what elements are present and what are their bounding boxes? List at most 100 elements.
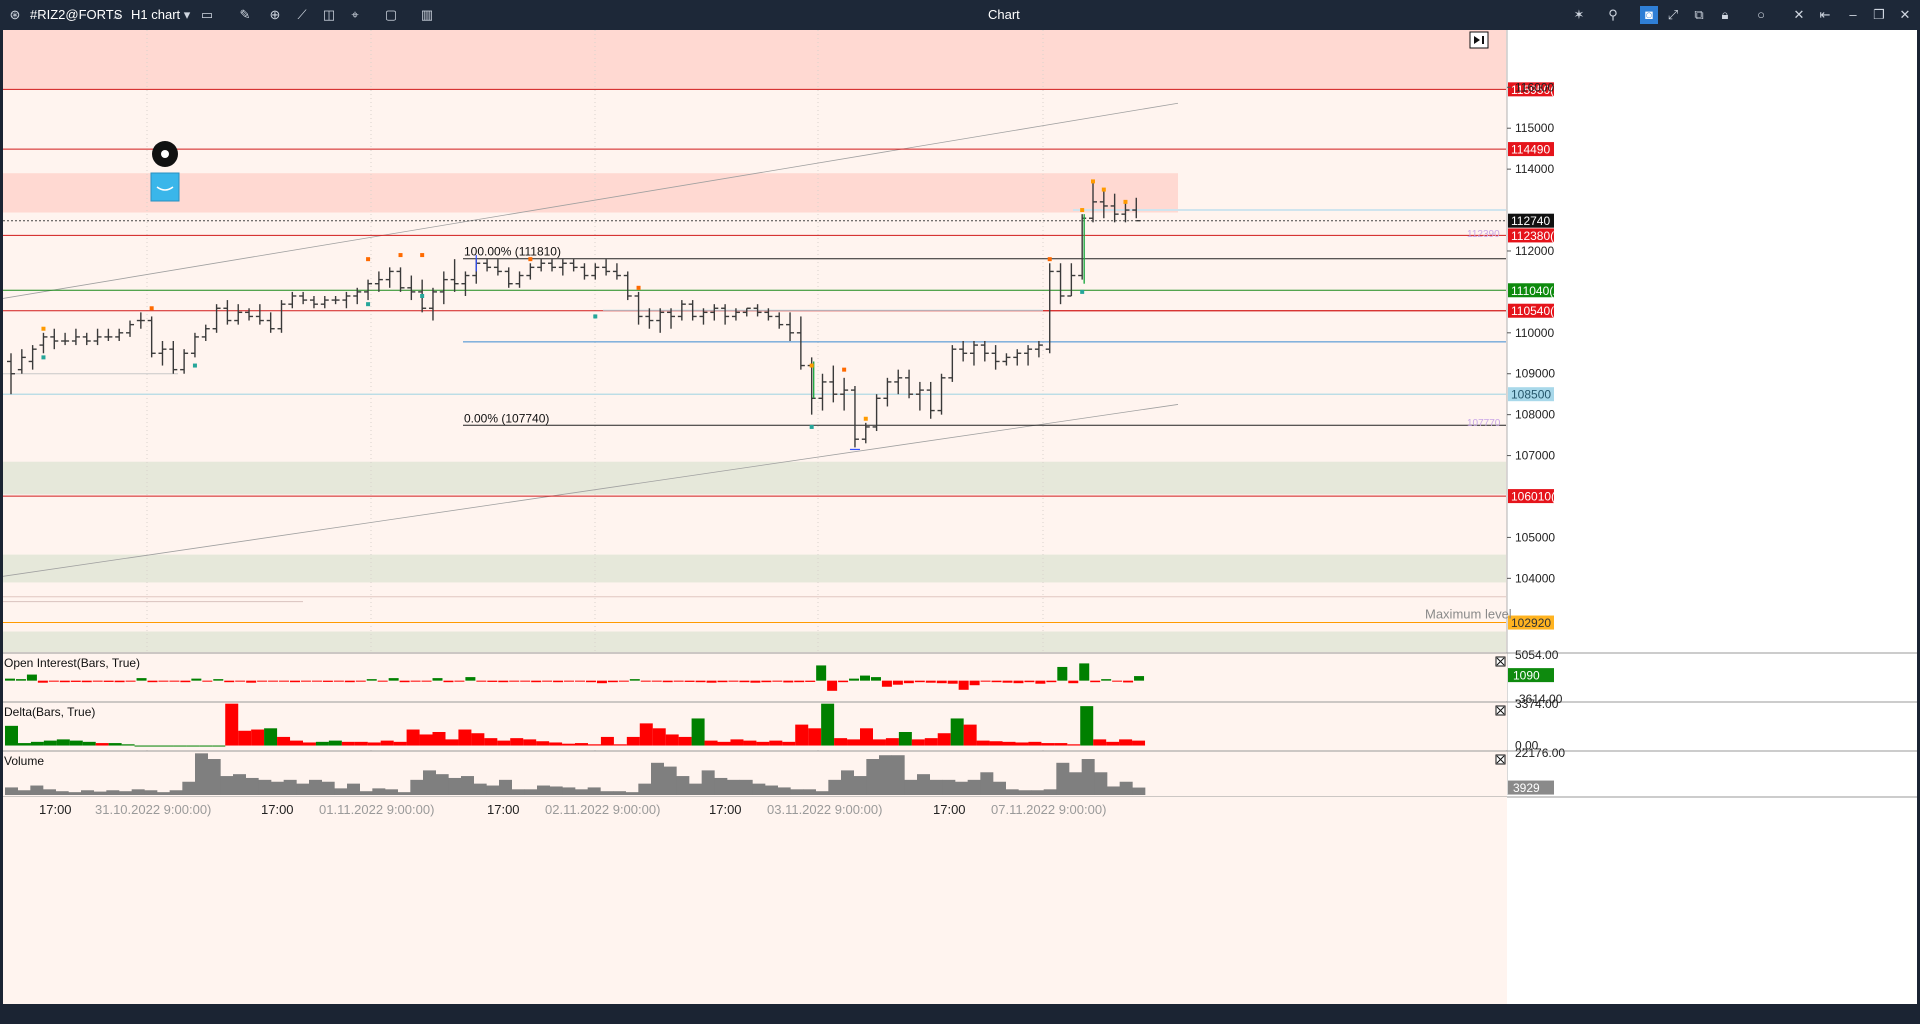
panel-icon[interactable]: ▥ — [420, 7, 434, 22]
open-interest-bar — [783, 680, 794, 683]
open-interest-bar — [257, 680, 268, 682]
open-interest-bar — [290, 680, 300, 683]
app-logo-icon[interactable]: ⊛ — [9, 7, 21, 22]
time-axis-label: 31.10.2022 9:00:00) — [95, 802, 211, 817]
delta-bar — [497, 740, 511, 746]
signal-dot — [41, 355, 46, 360]
volume-bar — [980, 772, 994, 795]
crosshair-icon[interactable]: ⌖ — [351, 7, 359, 22]
expand-icon[interactable]: ⤢ — [1667, 7, 1679, 22]
indicator-icon[interactable]: ⟋ — [297, 7, 307, 22]
open-interest-bar — [366, 679, 377, 681]
open-interest-bar — [531, 680, 542, 683]
open-interest-bar — [15, 679, 26, 681]
link-icon[interactable]: ⚲ — [1608, 7, 1618, 22]
chart-type-selector[interactable]: H1 chart — [131, 7, 181, 22]
magnet-icon[interactable]: ✶ — [1573, 7, 1585, 22]
delta-bar — [989, 741, 1003, 746]
signal-dot — [420, 293, 425, 298]
volume-bar — [929, 779, 943, 795]
delta-bar — [510, 738, 524, 746]
volume-bar — [967, 779, 981, 795]
delta-bar — [834, 738, 848, 746]
volume-bar — [258, 779, 272, 795]
open-interest-bar — [147, 680, 158, 683]
volume-bar — [321, 781, 335, 795]
fib-top-label: 100.00% (111810) — [464, 245, 561, 259]
delta-bar — [924, 738, 938, 746]
delta-bar — [743, 740, 757, 746]
volume-bar — [233, 774, 246, 795]
volume-bar — [638, 783, 652, 795]
signal-dot — [149, 306, 154, 311]
open-interest-bar — [81, 680, 92, 683]
open-interest-bar — [596, 680, 607, 684]
lock-icon[interactable]: 🔒︎ — [1721, 7, 1729, 22]
open-interest-bar — [180, 680, 191, 683]
clone-icon[interactable]: ⧉ — [1694, 7, 1704, 22]
open-interest-bar — [246, 680, 257, 683]
delta-bar — [251, 729, 265, 746]
open-interest-bar — [158, 680, 169, 682]
open-interest-bar — [892, 680, 903, 685]
pin-icon[interactable]: ⇤ — [1819, 7, 1831, 22]
open-interest-bar — [355, 680, 366, 682]
oi-tick-label: 5054.00 — [1515, 648, 1559, 662]
delta-bar — [328, 740, 342, 746]
volume-bar — [891, 755, 905, 795]
bottom-zone — [3, 631, 1506, 652]
signal-dot — [809, 424, 814, 429]
delta-bar — [134, 745, 148, 747]
price-level-label: 111040(A — [1511, 284, 1561, 298]
trendline-lower — [3, 404, 1179, 577]
open-interest-bar — [849, 678, 860, 681]
template-icon[interactable]: ◫ — [322, 7, 336, 22]
play-end-glyph — [1474, 36, 1484, 44]
time-axis-label: 17:00 — [709, 802, 742, 817]
delta-bar — [937, 733, 951, 746]
open-interest-bar — [498, 680, 509, 683]
zoom-icon[interactable]: ⊕ — [269, 7, 281, 22]
volume-bar — [511, 789, 525, 795]
tools-icon[interactable]: ✕ — [1793, 7, 1805, 22]
volume-bar — [207, 759, 221, 795]
symbol-label[interactable]: #RIZ2@FORTS — [30, 7, 123, 22]
delta-bar — [95, 743, 109, 746]
pencil-icon[interactable]: ✎ — [239, 7, 251, 22]
open-interest-bar — [300, 680, 311, 682]
camera-icon[interactable]: ◙ — [1640, 6, 1658, 24]
open-interest-bar — [695, 680, 706, 683]
volume-bar — [271, 781, 284, 795]
chevron-down-icon[interactable]: ▾ — [183, 7, 191, 22]
resistance-band — [3, 173, 1178, 213]
open-interest-bar — [410, 680, 421, 682]
delta-bar — [1132, 740, 1146, 746]
volume-bar — [359, 791, 373, 795]
volume-bar — [106, 790, 120, 795]
signal-dot — [528, 257, 533, 262]
volume-bar — [81, 790, 94, 795]
title-bar: ⊛ #RIZ2@FORTS ⌕ H1 chart ▾ ▭ ✎ ⊕ ⟋ ◫ ⌖ ▢… — [0, 0, 1920, 30]
chart-area[interactable]: 115950(A 114490 112740 112380(A 111040(A 1105… — [3, 30, 1917, 1004]
open-interest-bar — [388, 678, 399, 681]
pen-icon-dot — [161, 150, 169, 158]
open-interest-bar — [520, 680, 531, 682]
delta-bar — [82, 741, 96, 746]
close-icon[interactable]: ✕ — [1899, 7, 1911, 22]
restore-icon[interactable]: ❐ — [1873, 7, 1885, 22]
layout-icon[interactable]: ▢ — [384, 7, 398, 22]
delta-bar — [341, 741, 355, 746]
circle-icon[interactable]: ○ — [1757, 7, 1765, 22]
price-level-label: 114490 — [1511, 143, 1550, 157]
search-icon[interactable]: ⌕ — [113, 7, 121, 22]
volume-title: Volume — [4, 754, 44, 768]
open-interest-bar — [1090, 680, 1101, 683]
bar-style-icon[interactable]: ▭ — [200, 7, 214, 22]
delta-bar — [704, 740, 718, 746]
minimize-icon[interactable]: – — [1849, 7, 1857, 22]
delta-bar — [872, 739, 886, 746]
signal-dot — [1047, 257, 1052, 262]
open-interest-bar — [706, 680, 717, 683]
delta-bar — [847, 739, 861, 746]
